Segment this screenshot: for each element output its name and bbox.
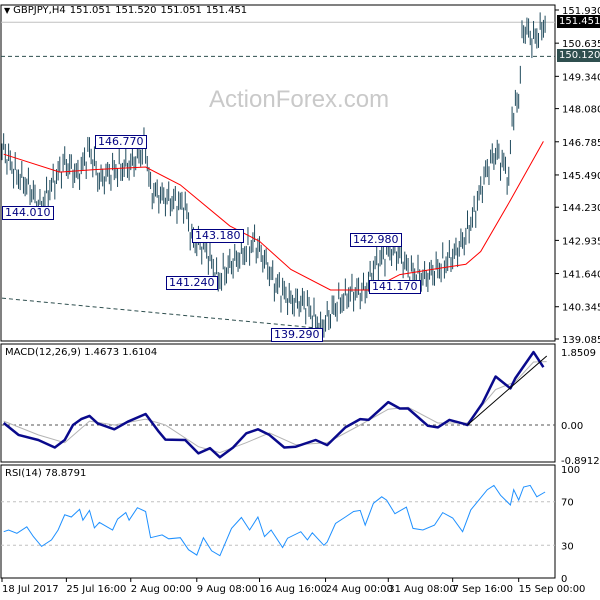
macd-axis-label: 1.8509: [561, 348, 596, 359]
current-price-label: 151.451: [557, 15, 600, 28]
level-price-label: 150.120: [557, 49, 600, 62]
time-axis-label: 16 Aug 16:00: [260, 584, 327, 595]
dropdown-triangle-icon[interactable]: ▼: [4, 6, 11, 15]
chart-header: ▼ GBPJPY,H4 151.051 151.520 151.051 151.451: [4, 5, 251, 16]
price-axis-label: 148.080: [562, 105, 600, 116]
price-axis-label: 141.640: [562, 270, 600, 281]
time-axis-label: 31 Aug 08:00: [388, 584, 455, 595]
ohlc-open: 151.051: [69, 5, 112, 16]
rsi-axis-label: 100: [561, 465, 580, 476]
annotation-label: 141.170: [369, 280, 421, 294]
time-axis-label: 7 Sep 16:00: [453, 584, 513, 595]
rsi-indicator-label: RSI(14) 78.8791: [5, 468, 87, 479]
time-axis-label: 2 Aug 00:00: [131, 584, 192, 595]
annotation-label: 146.770: [95, 135, 147, 149]
rsi-axis-label: 0: [561, 574, 567, 585]
macd-panel-frame: [0, 343, 556, 463]
time-axis-label: 25 Jul 16:00: [66, 584, 126, 595]
moving-average-line: [3, 141, 544, 291]
annotation-label: 139.290: [271, 328, 323, 342]
support-trendline: [1, 297, 321, 329]
price-axis-label: 144.230: [562, 203, 600, 214]
price-axis-label: 145.490: [562, 171, 600, 182]
price-axis-label: 149.340: [562, 72, 600, 83]
time-axis-label: 18 Jul 2017: [2, 584, 59, 595]
symbol-timeframe: GBPJPY,H4: [13, 5, 66, 16]
annotation-label: 144.010: [2, 206, 54, 220]
price-axis-label: 139.085: [562, 335, 600, 346]
ohlc-high: 151.520: [115, 5, 157, 16]
macd-indicator-label: MACD(12,26,9) 1.4673 1.6104: [5, 347, 158, 358]
rsi-axis-label: 30: [561, 541, 574, 552]
rsi-line: [3, 484, 546, 557]
price-axis-label: 146.785: [562, 138, 600, 149]
macd-line: [2, 350, 545, 459]
ohlc-low: 151.051: [160, 5, 202, 16]
macd-trendline: [467, 355, 548, 426]
rsi-axis-label: 70: [561, 498, 574, 509]
rsi-panel-frame: [0, 464, 556, 579]
time-axis-label: 15 Sep 00:00: [519, 584, 586, 595]
price-axis-label: 142.935: [562, 236, 600, 247]
time-axis-label: 9 Aug 08:00: [197, 584, 258, 595]
ohlc-close: 151.451: [205, 5, 248, 16]
annotation-label: 142.980: [350, 233, 402, 247]
macd-axis-label: -0.8912: [561, 456, 600, 467]
annotation-label: 141.240: [166, 276, 218, 290]
annotation-label: 143.180: [192, 229, 244, 243]
time-axis-label: 24 Aug 00:00: [326, 584, 393, 595]
price-axis-label: 150.635: [562, 39, 600, 50]
macd-axis-label: 0.00: [561, 421, 583, 432]
price-axis-label: 151.930: [562, 6, 600, 17]
price-axis-label: 140.345: [562, 303, 600, 314]
watermark: ActionForex.com: [209, 86, 390, 113]
